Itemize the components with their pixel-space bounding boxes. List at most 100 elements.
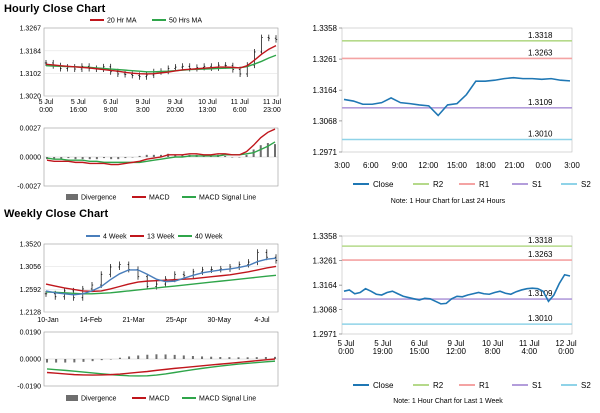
legend-label-s1: S1 xyxy=(532,180,542,189)
divergence-bar xyxy=(128,356,131,359)
levels-x-tick-label: 6:00 xyxy=(363,161,379,170)
close-line xyxy=(343,273,571,305)
weekly-x-tick-label: 4-Jul xyxy=(254,317,270,324)
macd-y-tick-label: -0.0190 xyxy=(17,384,41,391)
levels-y-tick-label: 1.3358 xyxy=(313,24,338,33)
divergence-bar xyxy=(245,154,248,157)
divergence-bar xyxy=(274,356,276,359)
divergence-bar xyxy=(82,359,85,362)
level-label-r1: 1.3263 xyxy=(528,48,553,57)
levels-plot-frame xyxy=(341,27,573,153)
y-tick-label: 1.3184 xyxy=(20,48,42,55)
divergence-bar xyxy=(138,155,141,157)
divergence-bar xyxy=(266,143,269,157)
divergence-bar xyxy=(181,154,184,157)
legend-weekly-macd-signal-label: MACD Signal Line xyxy=(199,396,256,403)
divergence-bar xyxy=(109,359,112,360)
legend-20hr-ma-label: 20 Hr MA xyxy=(107,18,137,25)
divergence-bar xyxy=(118,357,121,359)
levels-y-tick-label: 1.3164 xyxy=(313,86,338,95)
close-line xyxy=(343,76,571,117)
legend-weekly-divergence-swatch xyxy=(66,395,78,401)
weekly-x-tick-label: 30-May xyxy=(208,317,232,324)
price-plot-frame xyxy=(43,243,279,313)
divergence-bar xyxy=(274,144,276,157)
legend-divergence-label: Divergence xyxy=(81,195,117,202)
x-tick-label: 9 Jul 20:00 xyxy=(166,99,184,114)
divergence-bar xyxy=(95,157,98,160)
divergence-bar xyxy=(201,356,204,359)
divergence-bar xyxy=(219,357,222,359)
divergence-bar xyxy=(46,359,48,363)
level-label-r1: 1.3263 xyxy=(528,250,553,259)
divergence-bar xyxy=(228,357,231,359)
levels-plot-frame xyxy=(341,235,573,335)
y-tick-label: 1.3056 xyxy=(20,264,42,271)
divergence-bar xyxy=(137,355,140,359)
x-tick-label: 9 Jul 3:00 xyxy=(135,99,150,114)
divergence-bar xyxy=(117,157,120,160)
legend-4week-label: 4 Week xyxy=(103,234,127,241)
divergence-bar xyxy=(81,157,84,160)
divergence-bar xyxy=(231,157,234,158)
macd-y-tick-label: -0.0027 xyxy=(17,184,41,191)
levels-y-tick-label: 1.2971 xyxy=(313,148,338,157)
legend-40week-label: 40 Week xyxy=(195,234,223,241)
divergence-bar xyxy=(173,354,176,359)
ma20-line xyxy=(45,44,277,75)
legend-weekly-macd-label: MACD xyxy=(149,396,170,403)
weekly-note: Note: 1 Hour Chart for Last 1 Week xyxy=(393,398,503,405)
divergence-bar xyxy=(46,157,48,160)
levels-weekly-x-tick-label: 5 Jul 0:00 xyxy=(338,339,355,356)
levels-x-tick-label: 3:00 xyxy=(334,161,350,170)
y-tick-label: 1.2592 xyxy=(20,287,42,294)
legend-macd-signal-label: MACD Signal Line xyxy=(199,195,256,202)
price-plot-frame xyxy=(43,27,279,97)
legend-divergence-swatch xyxy=(66,194,78,200)
levels-x-tick-label: 0:00 xyxy=(535,161,551,170)
macd-y-tick-label: 0.0190 xyxy=(20,330,42,337)
level-label-r2: 1.3318 xyxy=(528,236,553,245)
divergence-bar xyxy=(146,354,149,359)
x-tick-label: 5 Jul 16:00 xyxy=(70,99,88,114)
divergence-bar xyxy=(74,157,77,160)
divergence-bar xyxy=(53,157,56,160)
legend-50hr-ma-label: 50 Hrs MA xyxy=(169,18,202,25)
macd-y-tick-label: 0.0000 xyxy=(20,155,42,162)
divergence-bar xyxy=(238,157,241,158)
legend-macd-label: MACD xyxy=(149,195,170,202)
macd-line xyxy=(46,128,276,166)
divergence-bar xyxy=(60,157,63,160)
macd-line xyxy=(46,358,276,376)
x-tick-label: 11 Jul 6:00 xyxy=(231,99,250,114)
levels-x-tick-label: 18:00 xyxy=(476,161,497,170)
divergence-bar xyxy=(145,154,148,157)
divergence-bar xyxy=(110,157,113,160)
divergence-bar xyxy=(164,354,167,359)
legend-label-r2: R2 xyxy=(433,381,444,390)
levels-weekly-x-tick-label: 11 Jul 4:00 xyxy=(519,339,540,356)
legend-13week-label: 13 Week xyxy=(147,234,175,241)
levels-y-tick-label: 1.3261 xyxy=(313,257,338,266)
level-label-s2: 1.3010 xyxy=(528,130,553,139)
divergence-bar xyxy=(64,359,67,363)
divergence-bar xyxy=(100,359,103,361)
levels-x-tick-label: 15:00 xyxy=(447,161,468,170)
divergence-bar xyxy=(174,154,177,157)
divergence-bar xyxy=(246,357,249,359)
legend-label-s2: S2 xyxy=(581,381,591,390)
legend-label-r2: R2 xyxy=(433,180,444,189)
divergence-bar xyxy=(155,354,158,359)
x-tick-label: 5 Jul 0:00 xyxy=(39,99,54,114)
y-tick-label: 1.2128 xyxy=(20,310,42,317)
legend-label-s1: S1 xyxy=(532,381,542,390)
divergence-bar xyxy=(103,157,105,159)
y-tick-label: 1.3267 xyxy=(20,26,42,33)
divergence-bar xyxy=(67,157,70,159)
levels-y-tick-label: 1.3164 xyxy=(313,281,338,290)
divergence-bar xyxy=(91,359,94,362)
levels-x-tick-label: 9:00 xyxy=(392,161,408,170)
levels-weekly-x-tick-label: 12 Jul 0:00 xyxy=(555,339,577,356)
divergence-bar xyxy=(55,359,58,363)
